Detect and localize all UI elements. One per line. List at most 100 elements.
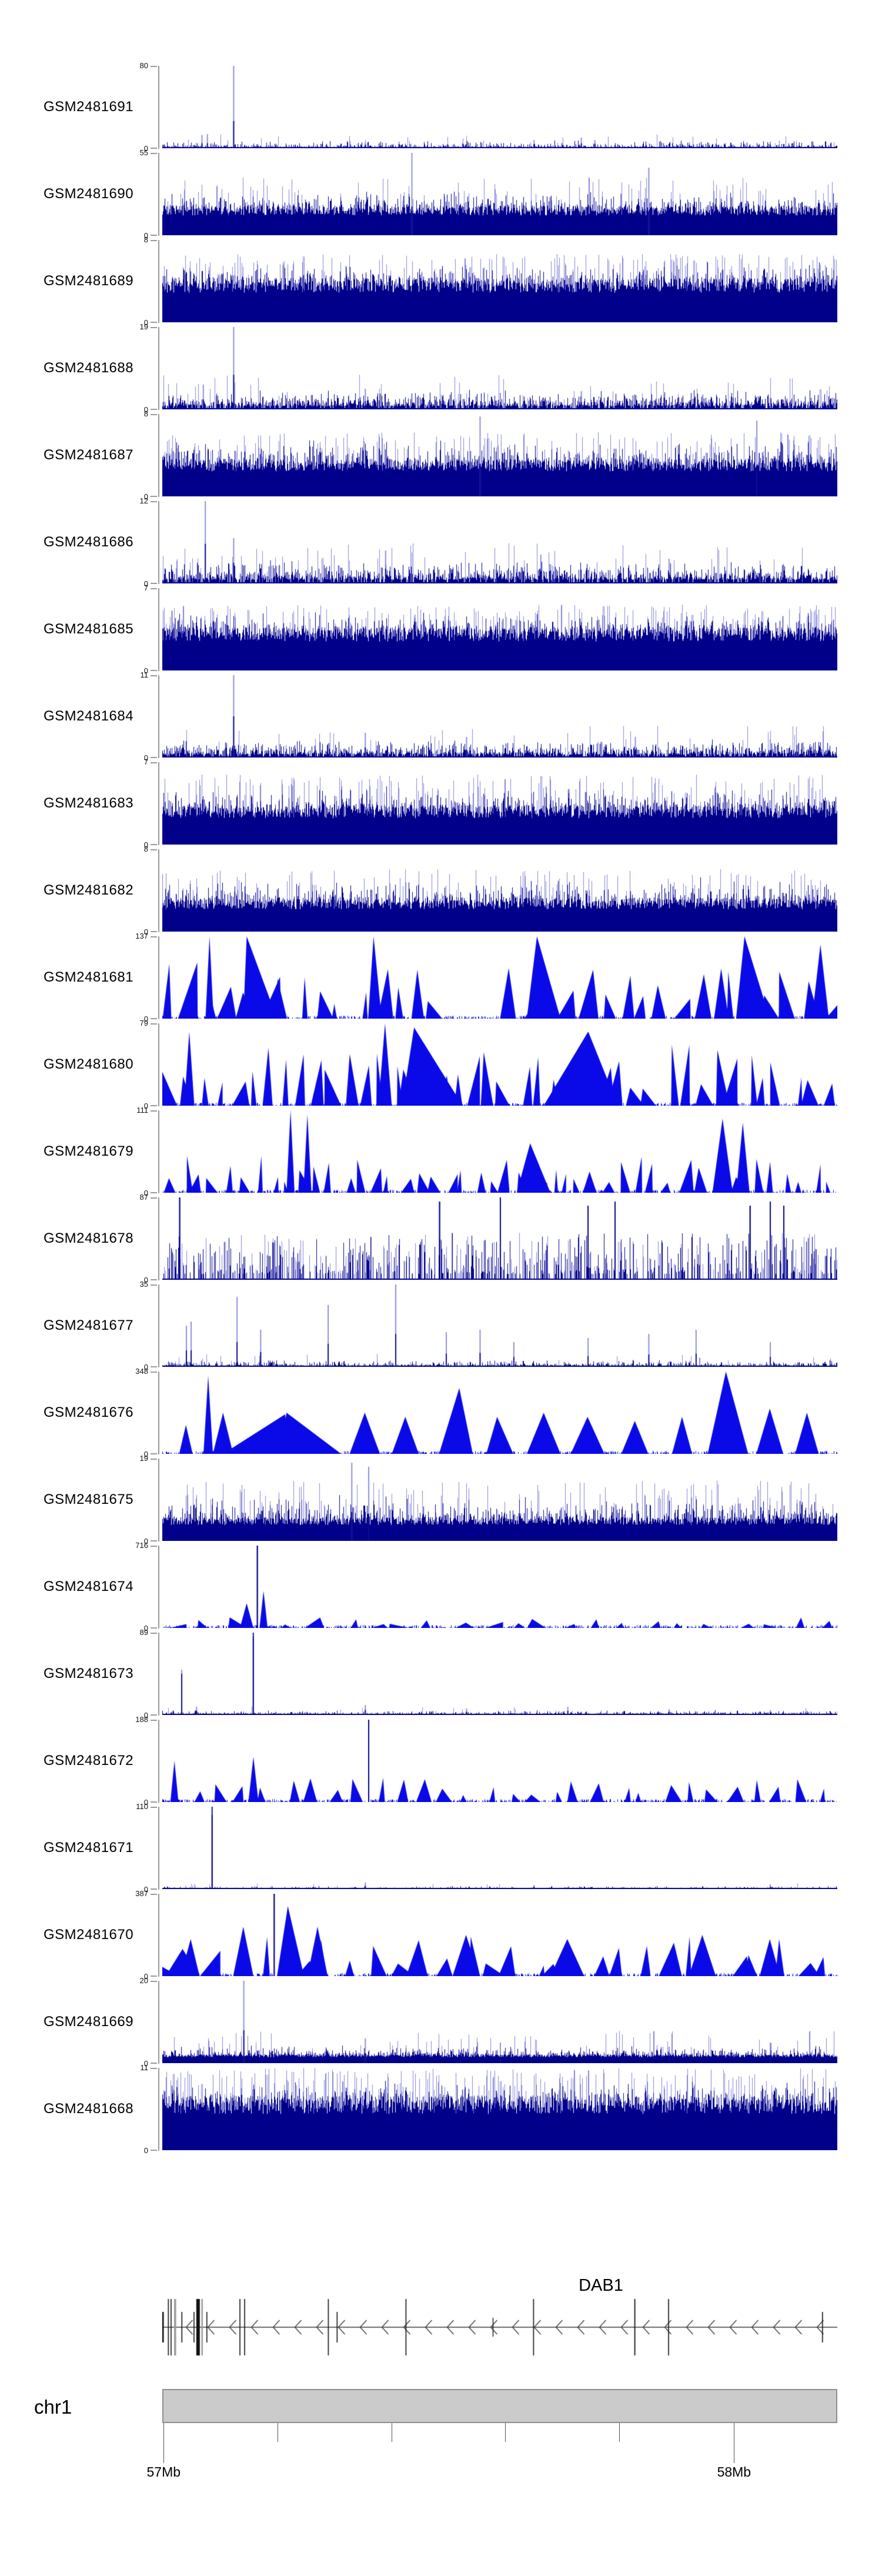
track-y-axis-max-tick <box>151 588 157 589</box>
track-y-axis-zero-tick <box>151 931 157 932</box>
track-label: GSM2481683 <box>44 795 134 811</box>
ruler-label-57mb: 57Mb <box>146 2464 181 2480</box>
signal-track-row: GSM2481680 79 0 <box>0 1019 882 1110</box>
track-ymin-label: 0 <box>143 231 148 240</box>
track-ymin-label: 0 <box>143 666 148 675</box>
track-y-axis <box>158 153 159 236</box>
signal-canvas <box>162 501 837 583</box>
signal-canvas <box>162 1546 837 1628</box>
track-label: GSM2481690 <box>44 186 134 202</box>
track-y-axis-max-tick <box>151 762 157 763</box>
track-ymin-label: 0 <box>143 1276 148 1284</box>
track-y-axis <box>158 501 159 584</box>
signal-track-row: GSM2481672 188 0 <box>0 1715 882 1807</box>
signal-track-row: GSM2481691 80 0 <box>0 61 882 153</box>
track-y-axis <box>158 588 159 671</box>
signal-track-row: GSM2481670 387 0 <box>0 1889 882 1981</box>
track-label: GSM2481672 <box>44 1753 134 1769</box>
track-y-axis-zero-tick <box>151 844 157 845</box>
signal-canvas <box>162 2068 837 2150</box>
ruler-major-tick <box>163 2423 165 2463</box>
track-ymax-label: 137 <box>135 932 148 940</box>
track-label: GSM2481676 <box>44 1404 134 1420</box>
track-y-axis-zero-tick <box>151 496 157 497</box>
track-label: GSM2481679 <box>44 1143 134 1159</box>
track-ymax-label: 19 <box>139 322 148 331</box>
track-label: GSM2481686 <box>44 534 134 550</box>
track-y-axis <box>158 1894 159 1977</box>
signal-canvas <box>162 1110 837 1193</box>
signal-track-row: GSM2481675 19 0 <box>0 1454 882 1546</box>
track-y-axis-zero-tick <box>151 1714 157 1716</box>
signal-track-row: GSM2481676 348 0 <box>0 1367 882 1459</box>
track-ymin-label: 0 <box>143 2059 148 2068</box>
track-y-axis-max-tick <box>151 240 157 241</box>
signal-canvas <box>162 240 837 322</box>
track-y-axis <box>158 1546 159 1629</box>
signal-track-row: GSM2481678 87 0 <box>0 1193 882 1284</box>
track-y-axis-max-tick <box>151 2068 157 2069</box>
track-y-axis-max-tick <box>151 849 157 850</box>
track-label: GSM2481691 <box>44 99 134 115</box>
track-y-axis-max-tick <box>151 327 157 328</box>
track-y-axis-max-tick <box>151 1197 157 1199</box>
track-ymin-label: 0 <box>143 1972 148 1981</box>
signal-track-row: GSM2481685 7 0 <box>0 583 882 675</box>
track-y-axis-zero-tick <box>151 148 157 149</box>
track-y-axis-max-tick <box>151 1546 157 1547</box>
track-label: GSM2481681 <box>44 969 134 985</box>
track-ymax-label: 111 <box>136 1106 148 1115</box>
track-ymax-label: 12 <box>139 496 148 505</box>
track-ymax-label: 35 <box>139 1280 148 1289</box>
track-y-axis <box>158 1284 159 1367</box>
track-ymax-label: 8 <box>143 845 148 853</box>
track-y-axis-zero-tick <box>151 1366 157 1367</box>
signal-canvas <box>162 153 837 235</box>
track-ymin-label: 0 <box>143 1102 148 1110</box>
signal-track-row: GSM2481689 8 0 <box>0 235 882 327</box>
track-y-axis-max-tick <box>151 1894 157 1895</box>
signal-canvas <box>162 327 837 409</box>
track-y-axis-max-tick <box>151 153 157 154</box>
signal-canvas <box>162 588 837 670</box>
track-label: GSM2481671 <box>44 1840 134 1856</box>
signal-track-row: GSM2481687 8 0 <box>0 409 882 501</box>
signal-track-row: GSM2481677 35 0 <box>0 1280 882 1372</box>
track-y-axis <box>158 1633 159 1716</box>
track-y-axis <box>158 936 159 1019</box>
signal-track-row: GSM2481679 111 0 <box>0 1106 882 1197</box>
track-label: GSM2481689 <box>44 273 134 289</box>
track-ymax-label: 7 <box>143 758 148 766</box>
track-y-axis <box>158 1720 159 1803</box>
track-ymax-label: 348 <box>135 1367 148 1376</box>
track-label: GSM2481677 <box>44 1317 134 1333</box>
track-ymax-label: 11 <box>140 2063 149 2072</box>
track-ymin-label: 0 <box>143 1450 148 1459</box>
signal-track-row: GSM2481690 55 0 <box>0 148 882 240</box>
track-y-axis <box>158 414 159 497</box>
track-y-axis-max-tick <box>151 1633 157 1634</box>
track-ymax-label: 19 <box>139 1454 148 1463</box>
chromosome-label: chr1 <box>34 2396 72 2418</box>
track-y-axis-max-tick <box>151 1720 157 1721</box>
track-ymin-label: 0 <box>143 405 148 414</box>
track-ymin-label: 0 <box>143 579 148 588</box>
track-y-axis-zero-tick <box>151 1540 157 1541</box>
track-ymin-label: 0 <box>143 1015 148 1023</box>
track-label: GSM2481680 <box>44 1056 134 1072</box>
track-y-axis-max-tick <box>151 1807 157 1808</box>
track-y-axis-max-tick <box>151 501 157 502</box>
track-y-axis-zero-tick <box>151 322 157 323</box>
signal-canvas <box>162 1459 837 1541</box>
track-y-axis <box>158 66 159 149</box>
track-y-axis-max-tick <box>151 936 157 937</box>
track-label: GSM2481684 <box>44 708 134 724</box>
track-label: GSM2481674 <box>44 1579 134 1594</box>
track-y-axis-zero-tick <box>151 1192 157 1193</box>
gene-model-canvas <box>162 2282 837 2376</box>
track-y-axis <box>158 675 159 758</box>
signal-track-row: GSM2481669 20 0 <box>0 1976 882 2068</box>
track-ymax-label: 11 <box>140 670 149 679</box>
track-y-axis-zero-tick <box>151 757 157 758</box>
track-label: GSM2481688 <box>44 360 134 376</box>
